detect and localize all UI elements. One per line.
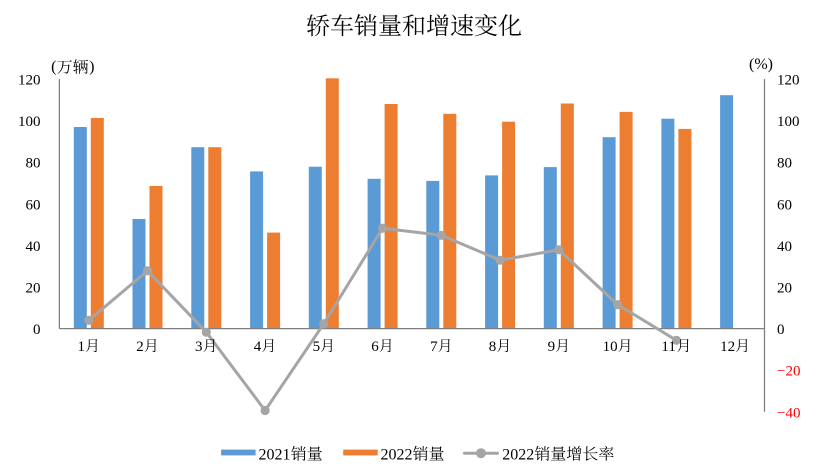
svg-text:60: 60: [26, 197, 41, 213]
svg-text:0: 0: [33, 322, 41, 338]
svg-text:11: 11: [661, 339, 675, 355]
svg-text:(%): (%): [749, 56, 773, 73]
svg-text:2022: 2022: [381, 447, 413, 464]
svg-text:−20: −20: [777, 364, 800, 380]
svg-text:1: 1: [78, 339, 86, 355]
svg-text:4: 4: [254, 339, 262, 355]
svg-text:10: 10: [603, 339, 618, 355]
svg-text:40: 40: [777, 239, 792, 255]
svg-text:9: 9: [548, 339, 556, 355]
svg-text:20: 20: [26, 281, 41, 297]
svg-text:40: 40: [26, 239, 41, 255]
svg-text:120: 120: [777, 73, 800, 89]
svg-text:80: 80: [26, 156, 41, 172]
svg-text:60: 60: [777, 197, 792, 213]
svg-text:80: 80: [777, 156, 792, 172]
svg-text:100: 100: [18, 114, 41, 130]
svg-text:12: 12: [720, 339, 735, 355]
svg-text:120: 120: [18, 73, 41, 89]
svg-text:(: (: [51, 58, 56, 75]
svg-text:2021: 2021: [259, 447, 291, 464]
svg-text:7: 7: [430, 339, 438, 355]
svg-text:): ): [89, 58, 94, 75]
svg-text:8: 8: [489, 339, 497, 355]
svg-text:5: 5: [313, 339, 321, 355]
svg-text:6: 6: [371, 339, 379, 355]
svg-text:0: 0: [777, 322, 785, 338]
svg-text:100: 100: [777, 114, 800, 130]
svg-text:2: 2: [136, 339, 144, 355]
svg-text:20: 20: [777, 281, 792, 297]
svg-text:−40: −40: [777, 405, 800, 421]
svg-text:2022: 2022: [502, 447, 534, 464]
svg-text:3: 3: [195, 339, 203, 355]
